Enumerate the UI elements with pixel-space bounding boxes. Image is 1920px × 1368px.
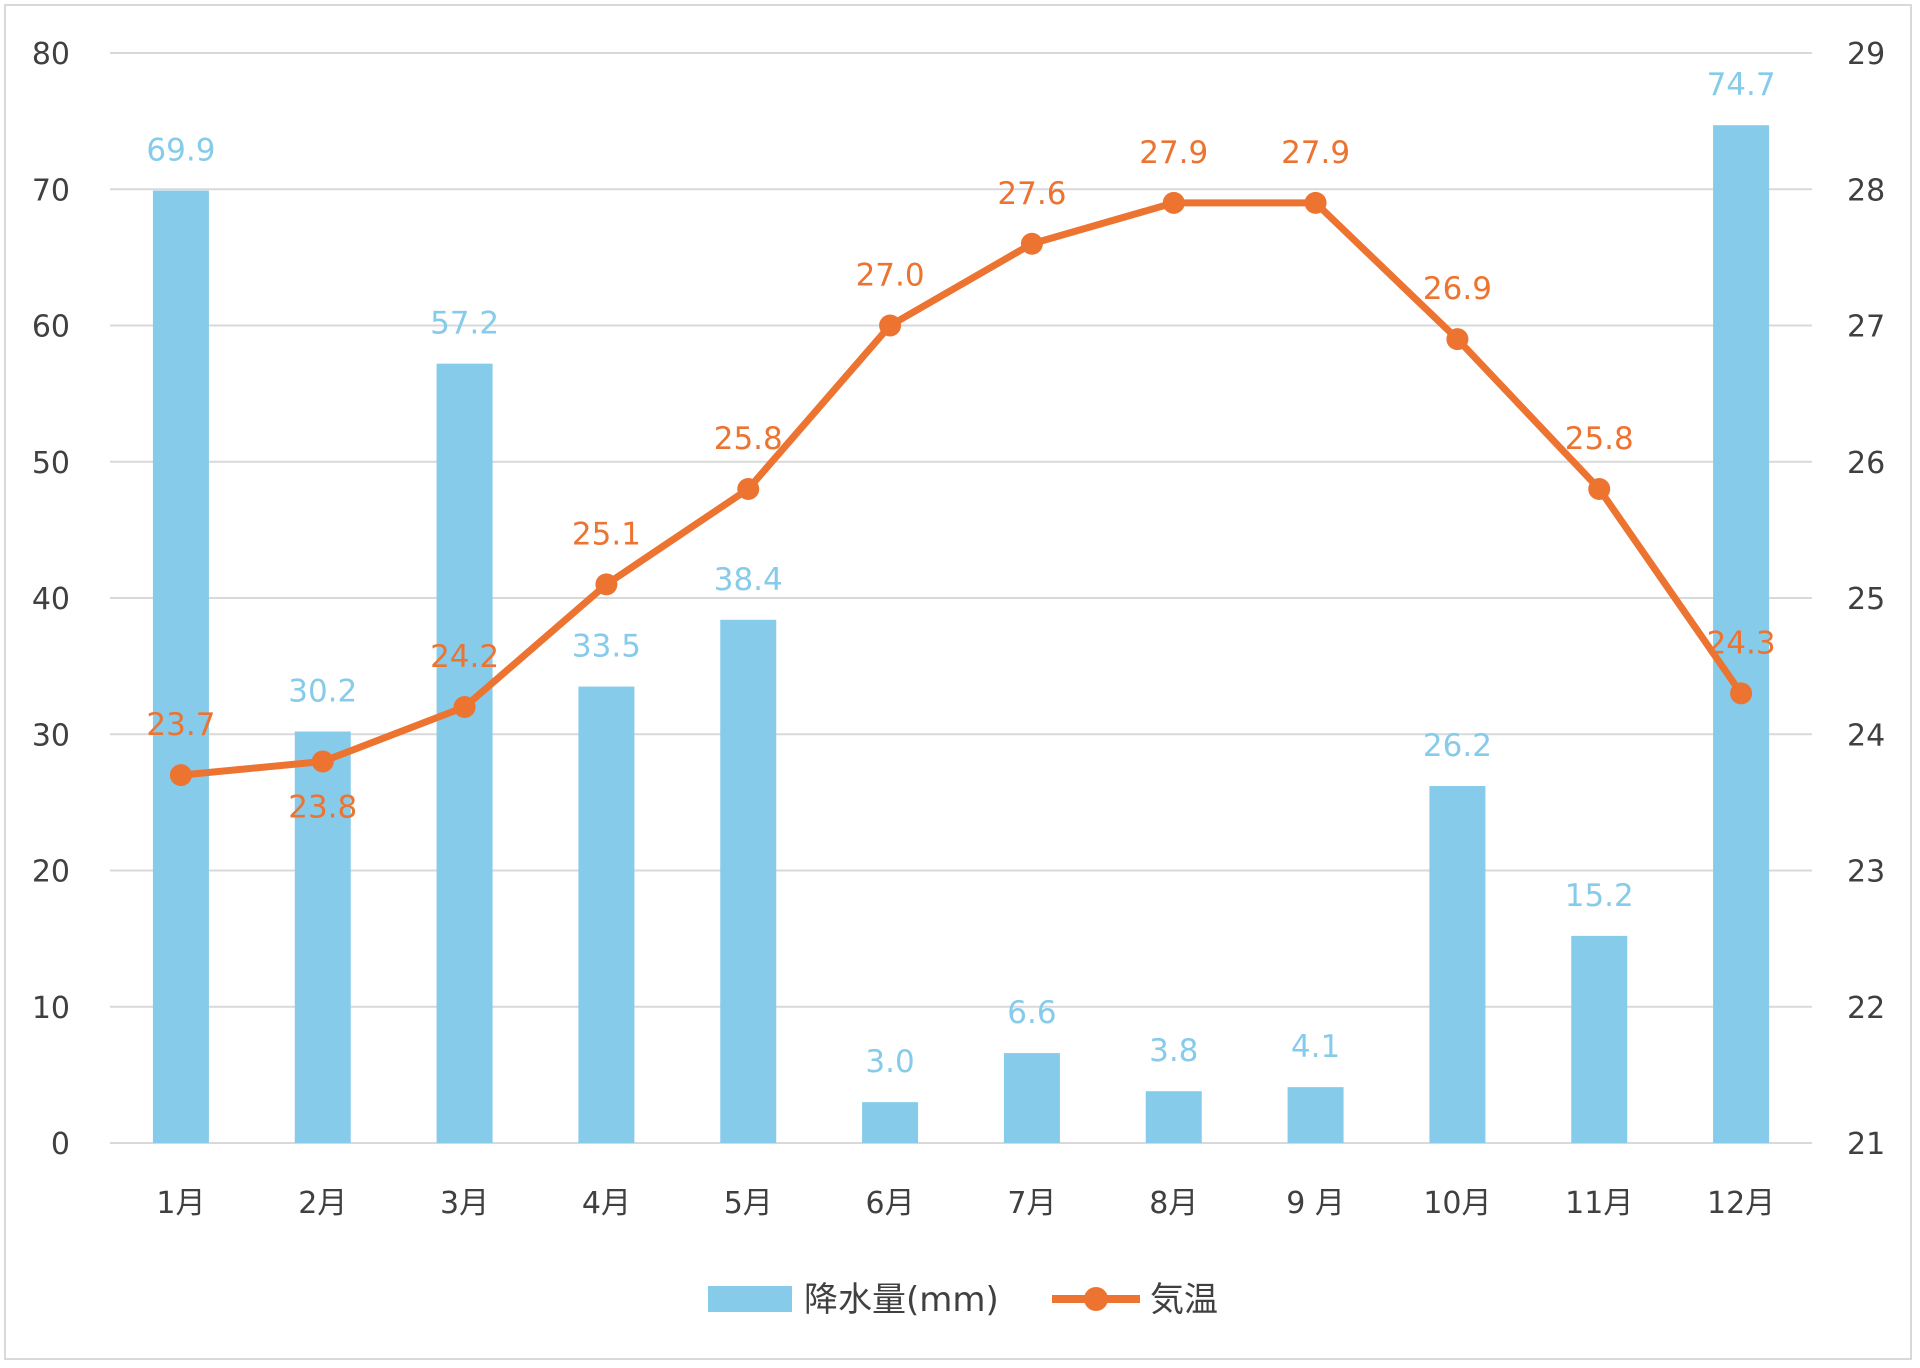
- left-tick-label: 40: [32, 582, 70, 617]
- right-axis: 21 22 23 24 25 26 27 28 29: [1847, 37, 1885, 1162]
- legend-label-precipitation: 降水量(mm): [804, 1280, 999, 1320]
- precipitation-bar: [1429, 786, 1486, 1143]
- precipitation-data-label: 57.2: [430, 306, 499, 342]
- category-label: 5月: [724, 1186, 773, 1221]
- right-tick-label: 29: [1847, 37, 1885, 72]
- category-label: 9 月: [1286, 1186, 1345, 1221]
- right-tick-label: 21: [1847, 1127, 1885, 1162]
- temperature-point: [1304, 191, 1327, 214]
- right-tick-label: 28: [1847, 173, 1885, 208]
- right-tick-label: 27: [1847, 310, 1885, 345]
- category-label: 8月: [1149, 1186, 1198, 1221]
- temperature-data-labels: 23.7 23.8 24.2 25.1 25.8 27.0 27.6 27.9 27.9 26.9…: [146, 135, 1775, 826]
- precipitation-data-label: 38.4: [714, 562, 783, 598]
- precipitation-data-label: 26.2: [1423, 728, 1492, 764]
- precipitation-bar: [1571, 935, 1628, 1143]
- temperature-point: [311, 750, 334, 773]
- left-tick-label: 30: [32, 718, 70, 753]
- precipitation-bar: [720, 619, 777, 1143]
- temperature-data-label: 27.9: [1281, 135, 1350, 171]
- temperature-point: [595, 573, 618, 596]
- temperature-point: [453, 696, 476, 718]
- precipitation-bar: [1287, 1087, 1344, 1143]
- right-tick-label: 22: [1847, 991, 1885, 1026]
- temperature-data-label: 25.8: [1565, 421, 1634, 457]
- precipitation-data-label: 33.5: [572, 629, 641, 665]
- precipitation-bar: [294, 731, 351, 1143]
- temperature-line: [177, 199, 1745, 779]
- temperature-point: [737, 478, 760, 500]
- category-label: 10月: [1423, 1186, 1491, 1221]
- precipitation-bars: [152, 125, 1770, 1144]
- temperature-data-label: 25.1: [572, 516, 641, 552]
- precipitation-data-labels: 69.9 30.2 57.2 33.5 38.4 3.0 6.6 3.8 4.1 26.2 15.2…: [146, 67, 1775, 1080]
- right-tick-label: 25: [1847, 582, 1885, 617]
- left-tick-label: 70: [32, 173, 70, 208]
- legend-swatch-precipitation: [708, 1286, 792, 1312]
- temperature-data-label: 23.7: [146, 707, 215, 743]
- precipitation-data-label: 15.2: [1565, 878, 1634, 914]
- temperature-point: [879, 314, 902, 337]
- category-label: 4月: [582, 1186, 631, 1221]
- left-tick-label: 10: [32, 991, 70, 1026]
- temperature-point: [1020, 232, 1043, 255]
- precipitation-data-label: 6.6: [1007, 995, 1056, 1031]
- precipitation-data-label: 30.2: [288, 674, 357, 710]
- right-tick-label: 24: [1847, 718, 1885, 753]
- precipitation-data-label: 69.9: [146, 133, 215, 169]
- left-tick-label: 50: [32, 446, 70, 481]
- left-axis: 0 10 20 30 40 50 60 70 80: [32, 37, 70, 1162]
- legend: 降水量(mm) 気温: [708, 1280, 1218, 1320]
- precipitation-data-label: 3.0: [865, 1044, 914, 1080]
- temperature-data-label: 23.8: [288, 790, 357, 826]
- temperature-data-label: 26.9: [1423, 271, 1492, 307]
- precipitation-bar: [152, 190, 209, 1144]
- category-label: 6月: [866, 1186, 915, 1221]
- temperature-point: [1588, 478, 1611, 500]
- category-label: 3月: [440, 1186, 489, 1221]
- legend-marker-temperature: [1084, 1287, 1108, 1311]
- temperature-series-line: [177, 199, 1745, 779]
- left-tick-label: 0: [51, 1127, 70, 1162]
- temperature-data-label: 24.2: [430, 639, 499, 675]
- precipitation-bar: [436, 363, 493, 1143]
- left-tick-label: 80: [32, 37, 70, 72]
- category-label: 2月: [298, 1186, 347, 1221]
- category-label: 12月: [1707, 1186, 1775, 1221]
- temperature-data-label: 27.9: [1139, 135, 1208, 171]
- category-label: 7月: [1007, 1186, 1056, 1221]
- right-tick-label: 23: [1847, 855, 1885, 890]
- left-tick-label: 60: [32, 310, 70, 345]
- precipitation-bar: [578, 686, 635, 1143]
- right-tick-label: 26: [1847, 446, 1885, 481]
- precipitation-data-label: 3.8: [1149, 1033, 1198, 1069]
- category-label: 1月: [156, 1186, 205, 1221]
- left-tick-label: 20: [32, 855, 70, 890]
- temperature-point: [1730, 682, 1753, 705]
- precipitation-bar: [862, 1102, 919, 1143]
- category-axis: 1月 2月 3月 4月 5月 6月 7月 8月 9 月 10月 11月 12月: [156, 1186, 1775, 1221]
- temperature-point: [1162, 191, 1185, 214]
- gridlines: [110, 52, 1812, 1144]
- precipitation-data-label: 4.1: [1291, 1029, 1340, 1065]
- temperature-data-label: 24.3: [1707, 625, 1776, 661]
- temperature-point: [1446, 328, 1469, 351]
- temperature-data-label: 25.8: [714, 421, 783, 457]
- precipitation-bar: [1003, 1053, 1060, 1143]
- temperature-points: [169, 191, 1753, 787]
- legend-label-temperature: 気温: [1150, 1280, 1218, 1320]
- temperature-data-label: 27.0: [856, 258, 925, 294]
- precipitation-data-label: 74.7: [1707, 67, 1776, 103]
- precipitation-bar: [1713, 125, 1770, 1143]
- precipitation-bar: [1145, 1091, 1202, 1143]
- category-label: 11月: [1565, 1186, 1633, 1221]
- temperature-point: [169, 764, 192, 787]
- temperature-data-label: 27.6: [997, 176, 1066, 212]
